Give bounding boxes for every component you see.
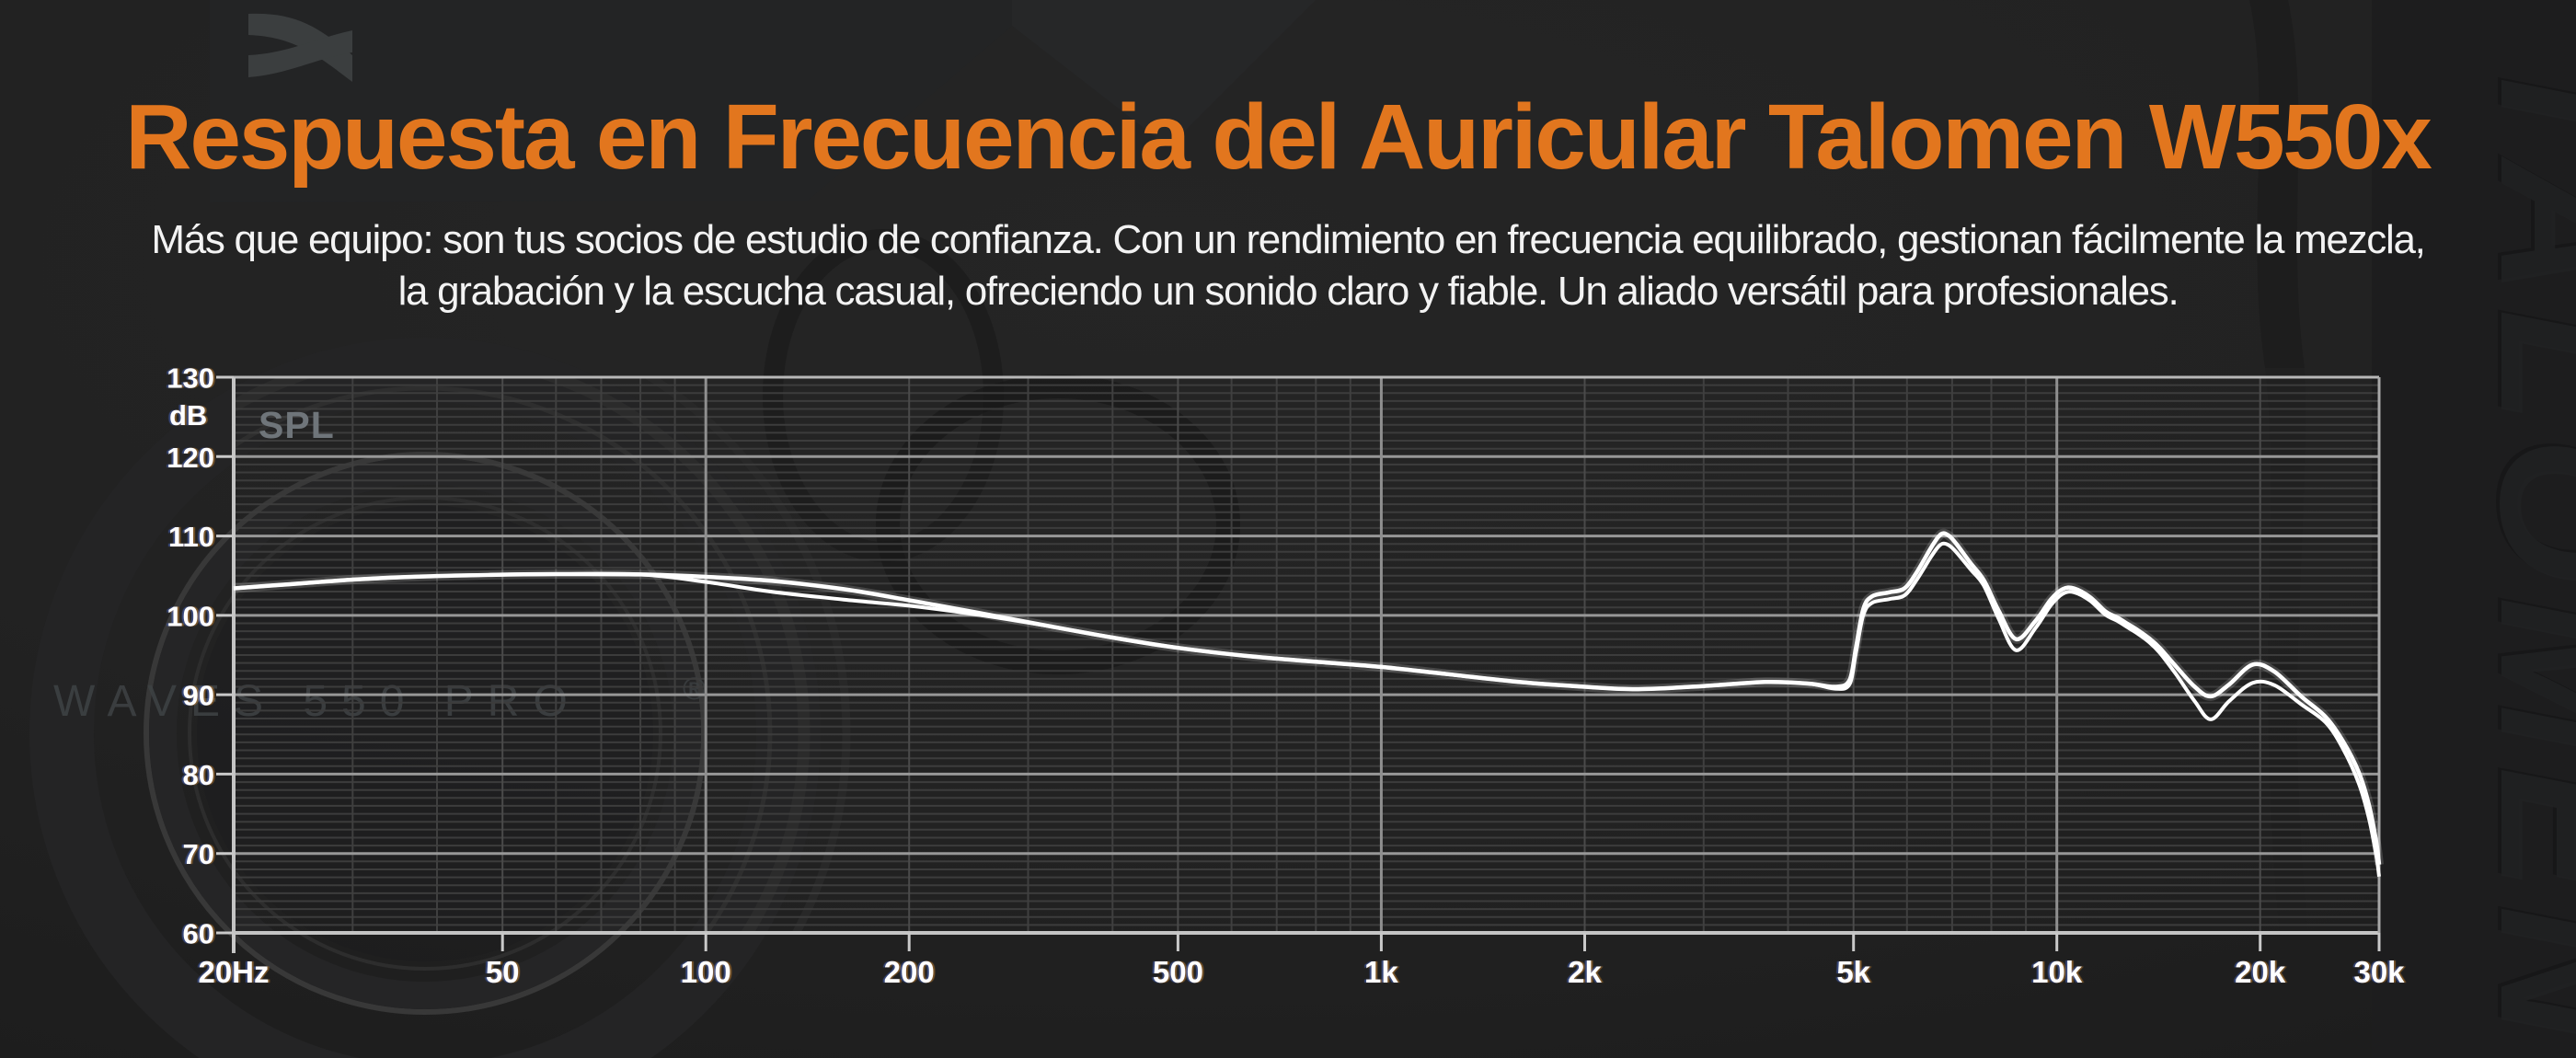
svg-text:dB: dB (169, 399, 207, 431)
svg-text:®: ® (683, 672, 706, 707)
svg-text:2k: 2k (1568, 955, 1602, 989)
svg-text:TALOMEN: TALOMEN (2461, 46, 2576, 1054)
svg-text:20k: 20k (2235, 955, 2286, 989)
svg-text:20Hz: 20Hz (198, 955, 269, 989)
svg-text:100: 100 (167, 600, 214, 632)
svg-text:30k: 30k (2353, 955, 2405, 989)
svg-text:10k: 10k (2031, 955, 2083, 989)
svg-text:70: 70 (183, 838, 214, 870)
svg-text:90: 90 (183, 680, 214, 712)
svg-text:TALOMEN: TALOMEN (2457, 43, 2576, 1052)
svg-text:120: 120 (167, 442, 214, 474)
svg-text:130: 130 (167, 362, 214, 395)
svg-text:100: 100 (681, 955, 731, 989)
svg-text:50: 50 (486, 955, 520, 989)
svg-text:200: 200 (884, 955, 935, 989)
svg-text:5k: 5k (1836, 955, 1870, 989)
svg-text:60: 60 (183, 918, 214, 950)
svg-text:500: 500 (1153, 955, 1203, 989)
svg-text:1k: 1k (1364, 955, 1398, 989)
svg-text:80: 80 (183, 759, 214, 791)
svg-text:SPL: SPL (259, 404, 335, 446)
svg-text:110: 110 (168, 521, 214, 553)
